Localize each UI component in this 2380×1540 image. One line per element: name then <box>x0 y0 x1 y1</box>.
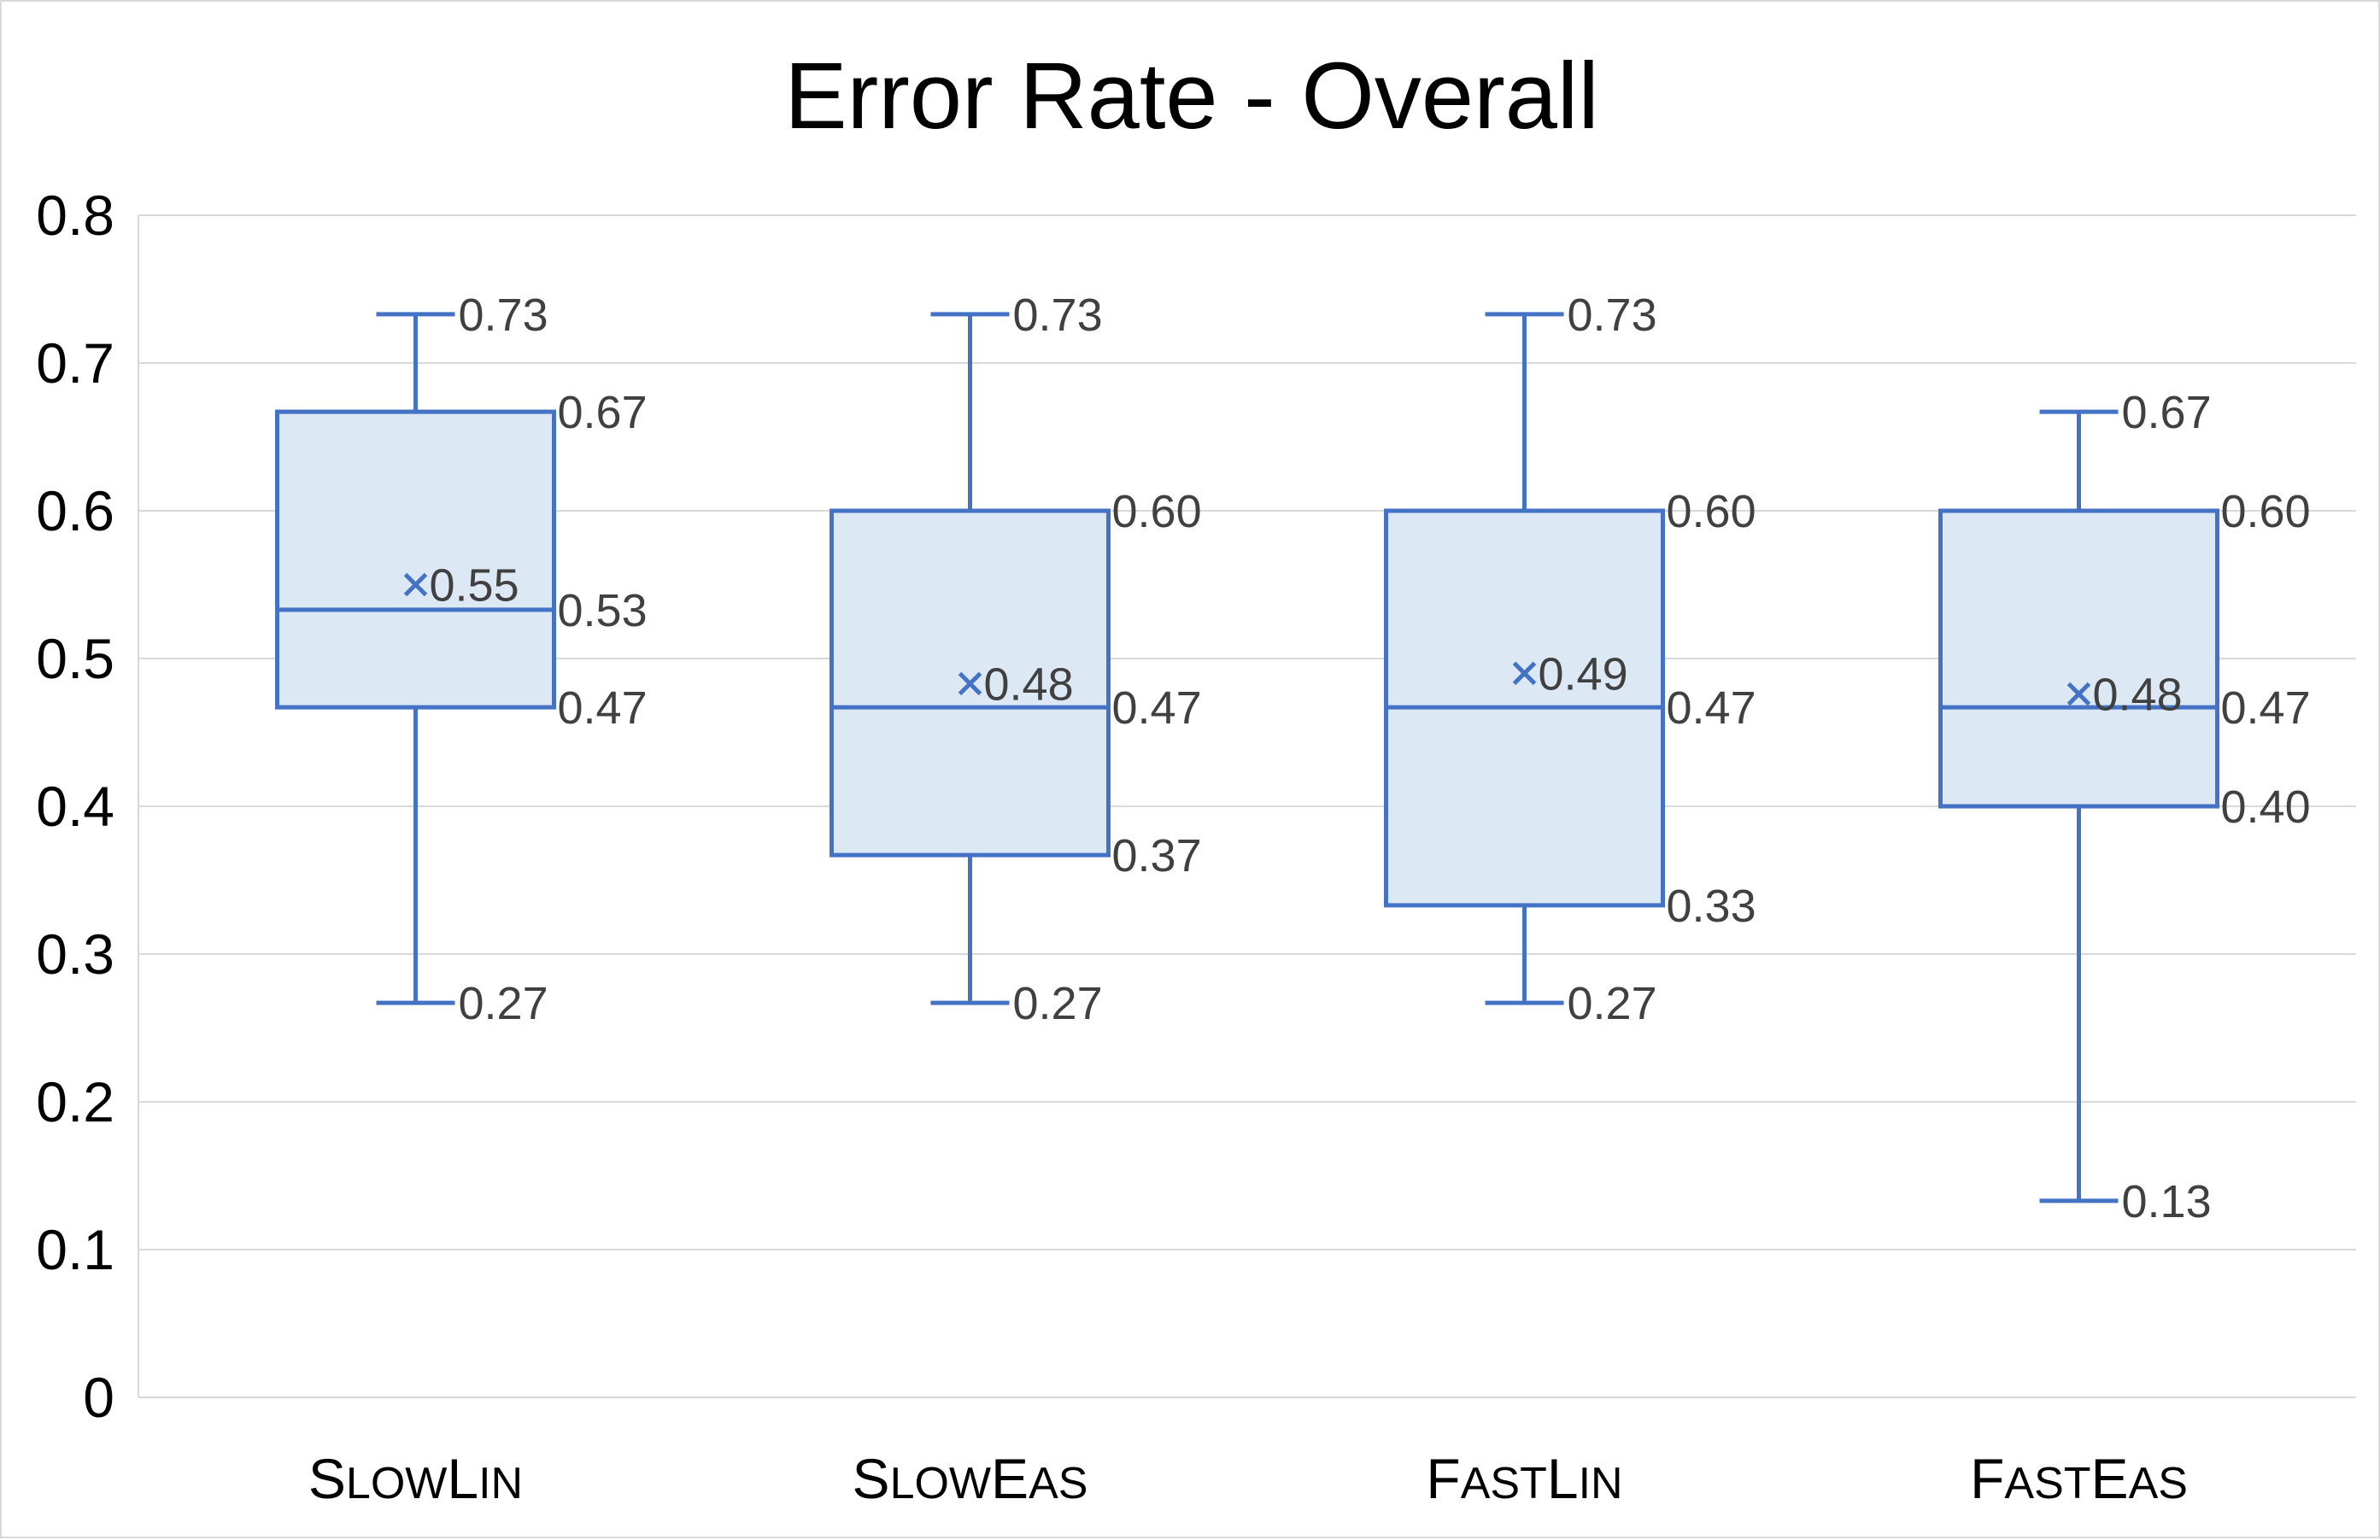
q1-label: 0.47 <box>558 682 648 734</box>
y-tick-label: 0.2 <box>36 1070 114 1133</box>
y-tick-label: 0 <box>83 1366 114 1429</box>
mean-label: 0.48 <box>2093 670 2183 721</box>
q3-label: 0.67 <box>558 387 648 438</box>
box-slowlin: 0.73 0.27 0.67 0.47 0.53 0.55 <box>275 290 648 1029</box>
x-tick-label: SLOWLIN <box>308 1447 523 1510</box>
min-label: 0.27 <box>1013 978 1103 1029</box>
y-tick-label: 0.6 <box>36 479 114 542</box>
mean-marker <box>958 671 982 696</box>
y-tick-label: 0.1 <box>36 1218 114 1281</box>
mean-marker <box>403 572 428 597</box>
y-tick-label: 0.8 <box>36 184 114 247</box>
min-label: 0.13 <box>2122 1176 2212 1227</box>
y-axis-tick-labels: 0 0.1 0.2 0.3 0.4 0.5 0.6 0.7 0.8 <box>36 184 114 1429</box>
median-label: 0.53 <box>558 585 648 636</box>
y-tick-label: 0.5 <box>36 627 114 690</box>
min-label: 0.27 <box>459 978 548 1029</box>
mean-label: 0.49 <box>1539 648 1628 700</box>
max-label: 0.73 <box>1568 290 1657 341</box>
iqr-box <box>275 409 556 710</box>
q3-label: 0.60 <box>1667 486 1756 537</box>
y-tick-label: 0.3 <box>36 922 114 986</box>
q3-label: 0.60 <box>1112 486 1202 537</box>
box-series: 0.73 0.27 0.67 0.47 0.53 0.55 0.73 0.27 0.60 0.37… <box>275 290 2311 1227</box>
mean-label: 0.48 <box>984 659 1074 710</box>
x-tick-label: SLOWEAS <box>853 1447 1088 1510</box>
q3-label: 0.60 <box>2221 486 2311 537</box>
mean-marker <box>1512 661 1537 686</box>
box-fasteas: 0.67 0.13 0.60 0.40 0.47 0.48 <box>1938 387 2311 1227</box>
max-label: 0.73 <box>1013 290 1103 341</box>
median-label: 0.47 <box>1112 682 1202 734</box>
y-tick-label: 0.7 <box>36 331 114 395</box>
mean-marker <box>2066 682 2091 706</box>
median-label: 0.47 <box>1667 682 1756 734</box>
max-label: 0.67 <box>2122 387 2212 438</box>
mean-label: 0.55 <box>430 560 519 612</box>
x-tick-label: FASTEAS <box>1970 1447 2188 1510</box>
x-axis-tick-labels: SLOWLIN SLOWEAS FASTLIN FASTEAS <box>308 1447 2188 1510</box>
max-label: 0.73 <box>459 290 548 341</box>
iqr-box <box>1938 508 2219 809</box>
q1-label: 0.40 <box>2221 782 2311 833</box>
x-tick-label: FASTLIN <box>1426 1447 1622 1510</box>
box-fastlin: 0.73 0.27 0.60 0.33 0.47 0.49 <box>1384 290 1756 1029</box>
chart-title: Error Rate - Overall <box>784 44 1599 149</box>
q1-label: 0.33 <box>1667 881 1756 932</box>
y-tick-label: 0.4 <box>36 775 114 838</box>
box-sloweas: 0.73 0.27 0.60 0.37 0.47 0.48 <box>829 290 1202 1029</box>
min-label: 0.27 <box>1568 978 1657 1029</box>
median-label: 0.47 <box>2221 682 2311 734</box>
q1-label: 0.37 <box>1112 830 1202 881</box>
